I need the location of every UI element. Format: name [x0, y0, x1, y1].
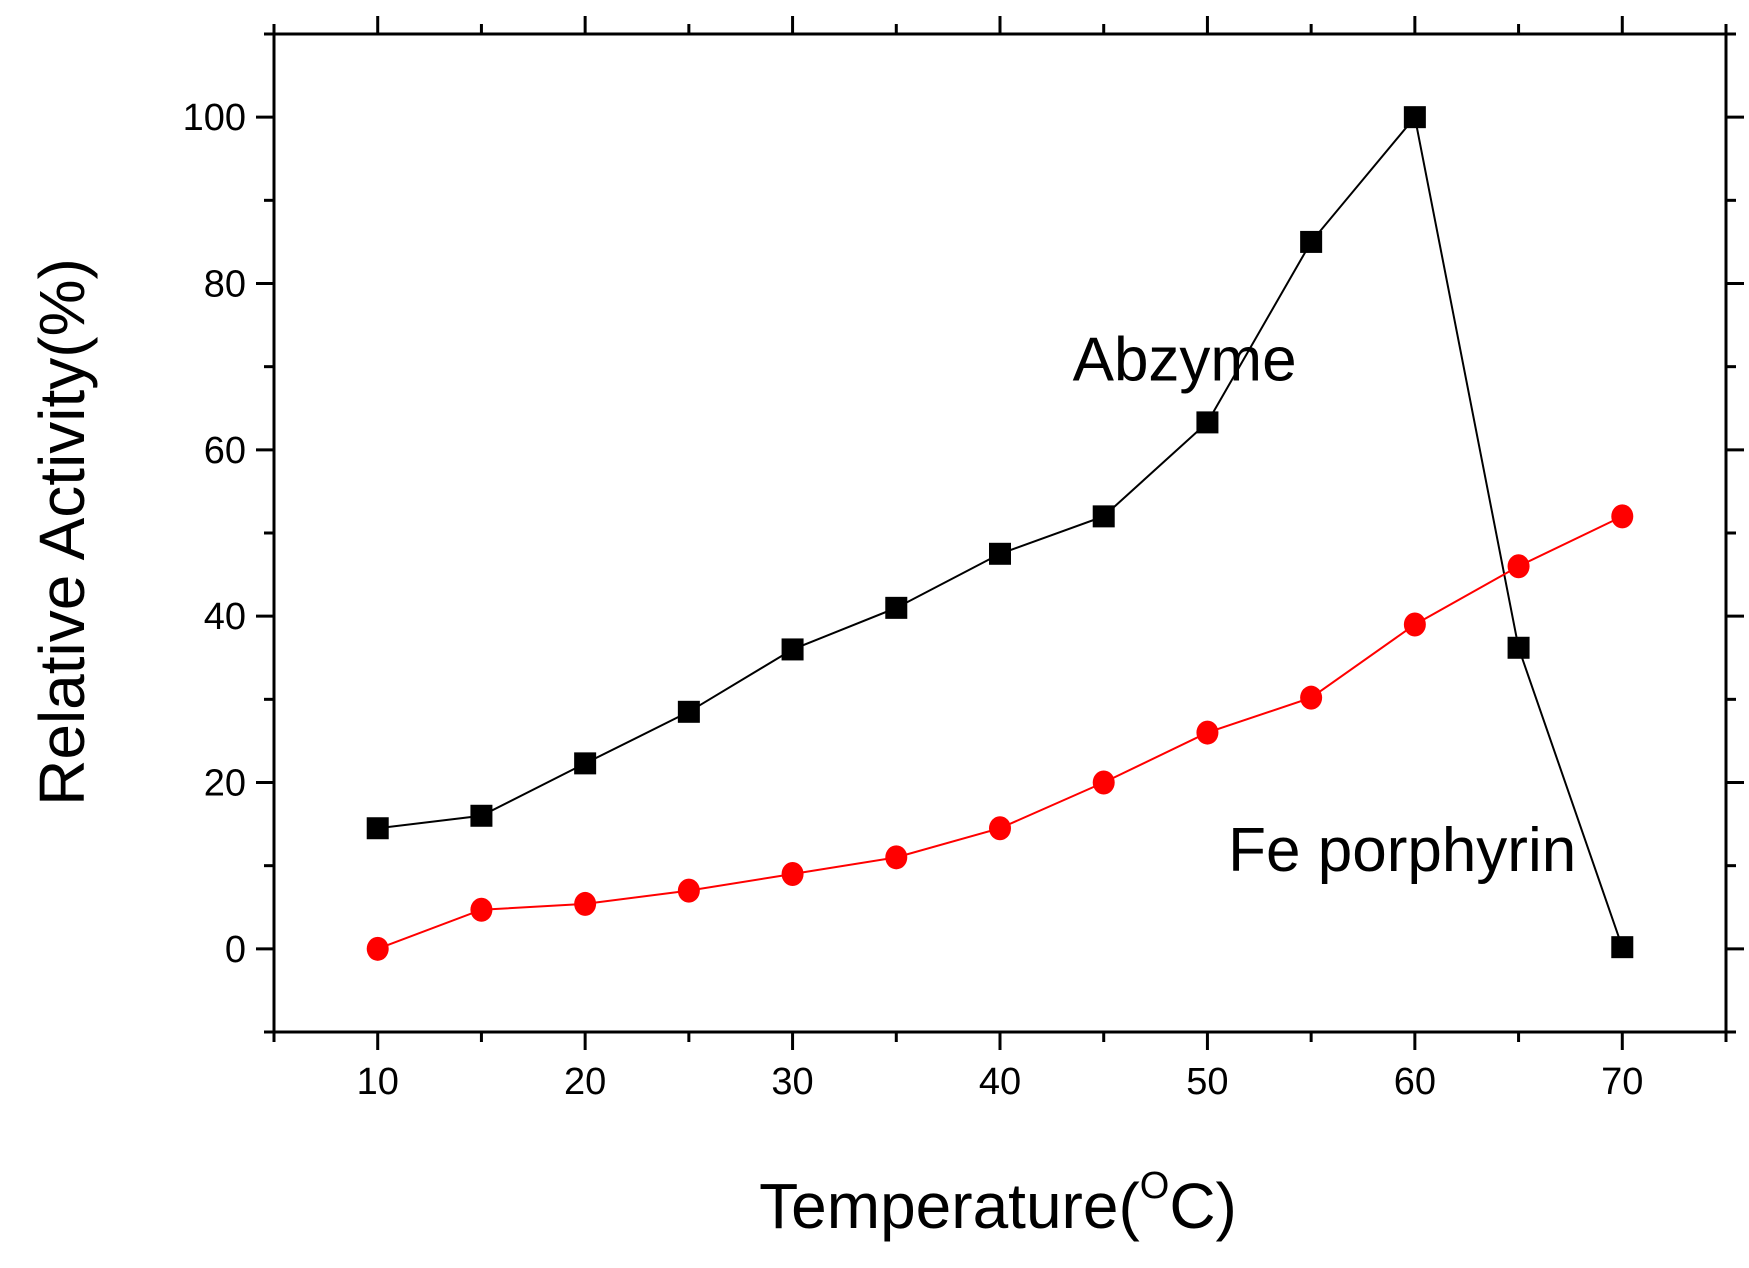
y-tick-label: 40: [204, 596, 246, 638]
data-point-fe-porphyrin: [781, 861, 804, 886]
annotation-label: Abzyme: [1073, 325, 1297, 394]
data-point-fe-porphyrin: [1507, 554, 1530, 579]
x-tick-label: 50: [1186, 1061, 1228, 1103]
y-tick-label: 0: [225, 929, 246, 971]
data-point-abzyme: [781, 638, 804, 661]
y-axis: 0 20 40 60 80 100: [183, 32, 1744, 1034]
y-tick-label: 60: [204, 430, 246, 472]
data-point-abzyme: [470, 804, 493, 827]
x-tick-label: 30: [771, 1061, 813, 1103]
x-axis-title-text: Temperature(: [759, 1170, 1140, 1242]
y-axis-title: Relative Activity(%): [26, 258, 98, 806]
data-point-fe-porphyrin: [1196, 720, 1219, 745]
data-point-fe-porphyrin: [1092, 770, 1115, 795]
data-point-fe-porphyrin: [574, 891, 597, 916]
data-point-abzyme: [1300, 230, 1323, 253]
data-point-abzyme: [1092, 505, 1115, 528]
data-point-fe-porphyrin: [989, 816, 1011, 841]
annotations: Abzyme Fe porphyrin: [1073, 325, 1577, 885]
data-point-fe-porphyrin: [677, 878, 700, 903]
data-point-fe-porphyrin: [1300, 685, 1323, 710]
data-point-abzyme: [1507, 636, 1530, 659]
data-point-fe-porphyrin: [366, 936, 389, 961]
data-point-abzyme: [1196, 411, 1219, 434]
x-axis: 10 20 30 40 50 60 70: [272, 16, 1728, 1103]
data-point-abzyme: [885, 596, 908, 619]
x-tick-label: 10: [357, 1061, 399, 1103]
x-tick-label: 70: [1601, 1061, 1643, 1103]
data-point-fe-porphyrin: [1611, 504, 1634, 529]
data-point-abzyme: [1611, 936, 1634, 959]
annotation-label: Fe porphyrin: [1228, 816, 1576, 885]
x-axis-title: Temperature(OC): [759, 1165, 1237, 1242]
data-point-abzyme: [1403, 106, 1426, 129]
x-tick-label: 40: [979, 1061, 1021, 1103]
plot-area: [366, 106, 1634, 961]
y-tick-label: 100: [183, 97, 246, 139]
data-point-fe-porphyrin: [1403, 612, 1426, 637]
data-point-fe-porphyrin: [470, 897, 493, 922]
x-axis-title-unit: C): [1169, 1170, 1237, 1242]
data-point-abzyme: [677, 700, 700, 723]
data-point-fe-porphyrin: [885, 845, 908, 870]
x-tick-label: 20: [564, 1061, 606, 1103]
y-tick-label: 20: [204, 763, 246, 805]
x-tick-label: 60: [1394, 1061, 1436, 1103]
x-axis-title-superscript: O: [1140, 1165, 1170, 1207]
data-point-abzyme: [366, 817, 389, 840]
y-tick-label: 80: [204, 264, 246, 306]
data-point-abzyme: [989, 542, 1011, 565]
data-point-abzyme: [574, 752, 597, 775]
